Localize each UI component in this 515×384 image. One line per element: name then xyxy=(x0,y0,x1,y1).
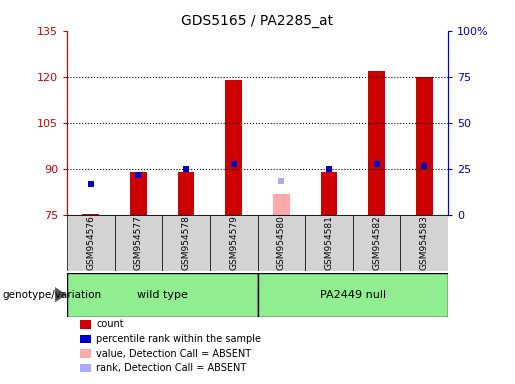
Polygon shape xyxy=(55,287,66,303)
Text: count: count xyxy=(96,319,124,329)
Bar xyxy=(416,77,433,215)
Text: GSM954579: GSM954579 xyxy=(229,215,238,270)
Bar xyxy=(210,215,258,271)
Text: GSM954580: GSM954580 xyxy=(277,215,286,270)
Text: PA2449 null: PA2449 null xyxy=(320,290,386,300)
Bar xyxy=(401,215,448,271)
Bar xyxy=(67,215,115,271)
Bar xyxy=(162,215,210,271)
Text: GSM954577: GSM954577 xyxy=(134,215,143,270)
Text: rank, Detection Call = ABSENT: rank, Detection Call = ABSENT xyxy=(96,363,247,373)
Bar xyxy=(258,273,448,317)
Text: wild type: wild type xyxy=(137,290,187,300)
Bar xyxy=(258,215,305,271)
Text: genotype/variation: genotype/variation xyxy=(3,290,101,300)
Bar xyxy=(321,172,337,215)
Bar xyxy=(305,215,353,271)
Text: GSM954583: GSM954583 xyxy=(420,215,428,270)
Text: GSM954578: GSM954578 xyxy=(182,215,191,270)
Bar xyxy=(273,194,289,215)
Bar xyxy=(353,215,401,271)
Bar xyxy=(82,214,99,215)
Text: value, Detection Call = ABSENT: value, Detection Call = ABSENT xyxy=(96,349,251,359)
Title: GDS5165 / PA2285_at: GDS5165 / PA2285_at xyxy=(181,14,334,28)
Text: GSM954581: GSM954581 xyxy=(324,215,333,270)
Bar xyxy=(114,215,162,271)
Bar xyxy=(67,273,258,317)
Bar xyxy=(178,172,194,215)
Bar xyxy=(368,71,385,215)
Bar xyxy=(226,80,242,215)
Bar xyxy=(130,172,147,215)
Text: GSM954582: GSM954582 xyxy=(372,215,381,270)
Text: percentile rank within the sample: percentile rank within the sample xyxy=(96,334,261,344)
Text: GSM954576: GSM954576 xyxy=(87,215,95,270)
